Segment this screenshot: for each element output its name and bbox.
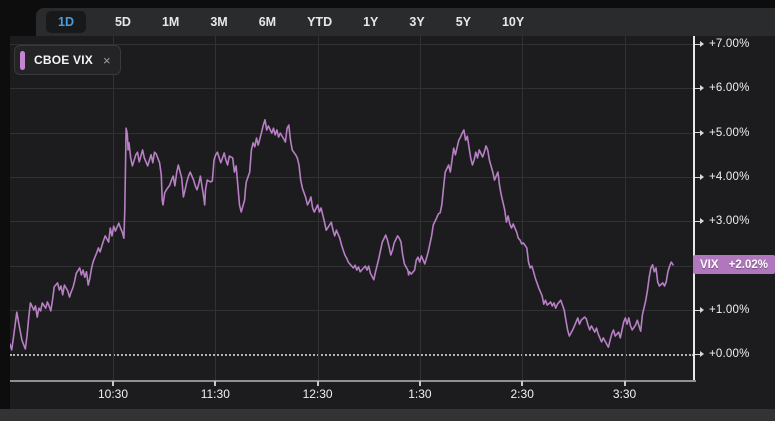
- y-tick-arrow-icon: [700, 174, 704, 180]
- y-tick-label: +3.00%: [695, 215, 750, 227]
- h-gridline: [10, 177, 694, 178]
- y-tick-mark: [695, 353, 700, 355]
- y-tick-mark: [695, 309, 700, 311]
- range-tab-list: 1D 5D 1M 3M 6M YTD 1Y 3Y 5Y 10Y: [46, 11, 526, 33]
- close-icon[interactable]: ×: [102, 52, 111, 68]
- series-color-swatch: [20, 50, 25, 70]
- tab-5d[interactable]: 5D: [114, 15, 131, 29]
- vix-price-line: [10, 119, 674, 351]
- zero-dotted-line: [10, 354, 694, 357]
- x-tick-label: 2:30: [510, 387, 534, 401]
- y-tick-mark: [695, 43, 700, 45]
- h-gridline: [10, 44, 694, 45]
- y-tick-mark: [695, 132, 700, 134]
- x-axis-line: [10, 380, 696, 382]
- y-tick-mark: [695, 176, 700, 178]
- tab-6m[interactable]: 6M: [258, 15, 277, 29]
- v-gridline: [624, 36, 626, 381]
- tab-1y[interactable]: 1Y: [363, 15, 379, 29]
- tab-5y[interactable]: 5Y: [455, 15, 471, 29]
- price-line-plot[interactable]: [10, 36, 775, 409]
- v-gridline: [113, 36, 114, 381]
- y-tick-arrow-icon: [700, 85, 704, 92]
- x-tick-mark: [316, 381, 319, 386]
- y-tick-label: +7.00%: [695, 38, 750, 50]
- x-tick-mark: [112, 381, 114, 386]
- x-tick-label: 12:30: [302, 387, 333, 401]
- y-tick-label: +1.00%: [695, 304, 750, 316]
- tab-10y[interactable]: 10Y: [501, 15, 525, 29]
- y-tick-label: +6.00%: [695, 82, 750, 94]
- y-tick-mark: [695, 220, 700, 222]
- y-tick-arrow-icon: [700, 307, 704, 313]
- tab-1d[interactable]: 1D: [46, 11, 86, 33]
- badge-symbol: VIX: [700, 258, 719, 271]
- symbol-chip-cboe-vix[interactable]: CBOE VIX ×: [14, 45, 121, 75]
- y-axis-line: [693, 36, 695, 382]
- x-tick-label: 11:30: [200, 387, 230, 401]
- bottom-panel-strip: [0, 409, 775, 421]
- x-tick-mark: [521, 381, 524, 386]
- x-tick-mark: [214, 381, 217, 386]
- h-gridline: [10, 310, 694, 311]
- range-toolbar: 1D 5D 1M 3M 6M YTD 1Y 3Y 5Y 10Y: [36, 8, 775, 36]
- x-tick-label: 1:30: [408, 387, 432, 401]
- h-gridline: [10, 132, 694, 134]
- y-tick-mark: [695, 87, 700, 89]
- tab-1m[interactable]: 1M: [161, 15, 180, 29]
- y-tick-label: +5.00%: [695, 127, 750, 139]
- x-tick-mark: [418, 381, 421, 386]
- x-tick-label: 10:30: [97, 387, 129, 401]
- v-gridline: [522, 36, 524, 381]
- tab-3m[interactable]: 3M: [210, 15, 228, 29]
- symbol-chip-label: CBOE VIX: [34, 53, 93, 67]
- h-gridline: [10, 88, 694, 90]
- x-tick-label: 3:30: [612, 387, 637, 401]
- tab-ytd[interactable]: YTD: [307, 15, 333, 29]
- v-gridline: [419, 36, 421, 381]
- v-gridline: [215, 36, 217, 381]
- tab-3y[interactable]: 3Y: [409, 15, 425, 29]
- y-tick-label: +4.00%: [695, 171, 750, 183]
- h-gridline: [10, 221, 694, 223]
- y-tick-label: +0.00%: [695, 348, 750, 360]
- y-tick-arrow-icon: [700, 218, 704, 225]
- x-tick-mark: [623, 381, 626, 386]
- last-value-badge: VIX +2.02%: [693, 255, 775, 275]
- chart-area[interactable]: +7.00%+6.00%+5.00%+4.00%+3.00%+2.00%+1.0…: [10, 36, 775, 409]
- badge-change: +2.02%: [728, 258, 768, 271]
- y-tick-arrow-icon: [700, 351, 704, 358]
- y-tick-arrow-icon: [700, 129, 704, 136]
- y-tick-arrow-icon: [700, 41, 704, 47]
